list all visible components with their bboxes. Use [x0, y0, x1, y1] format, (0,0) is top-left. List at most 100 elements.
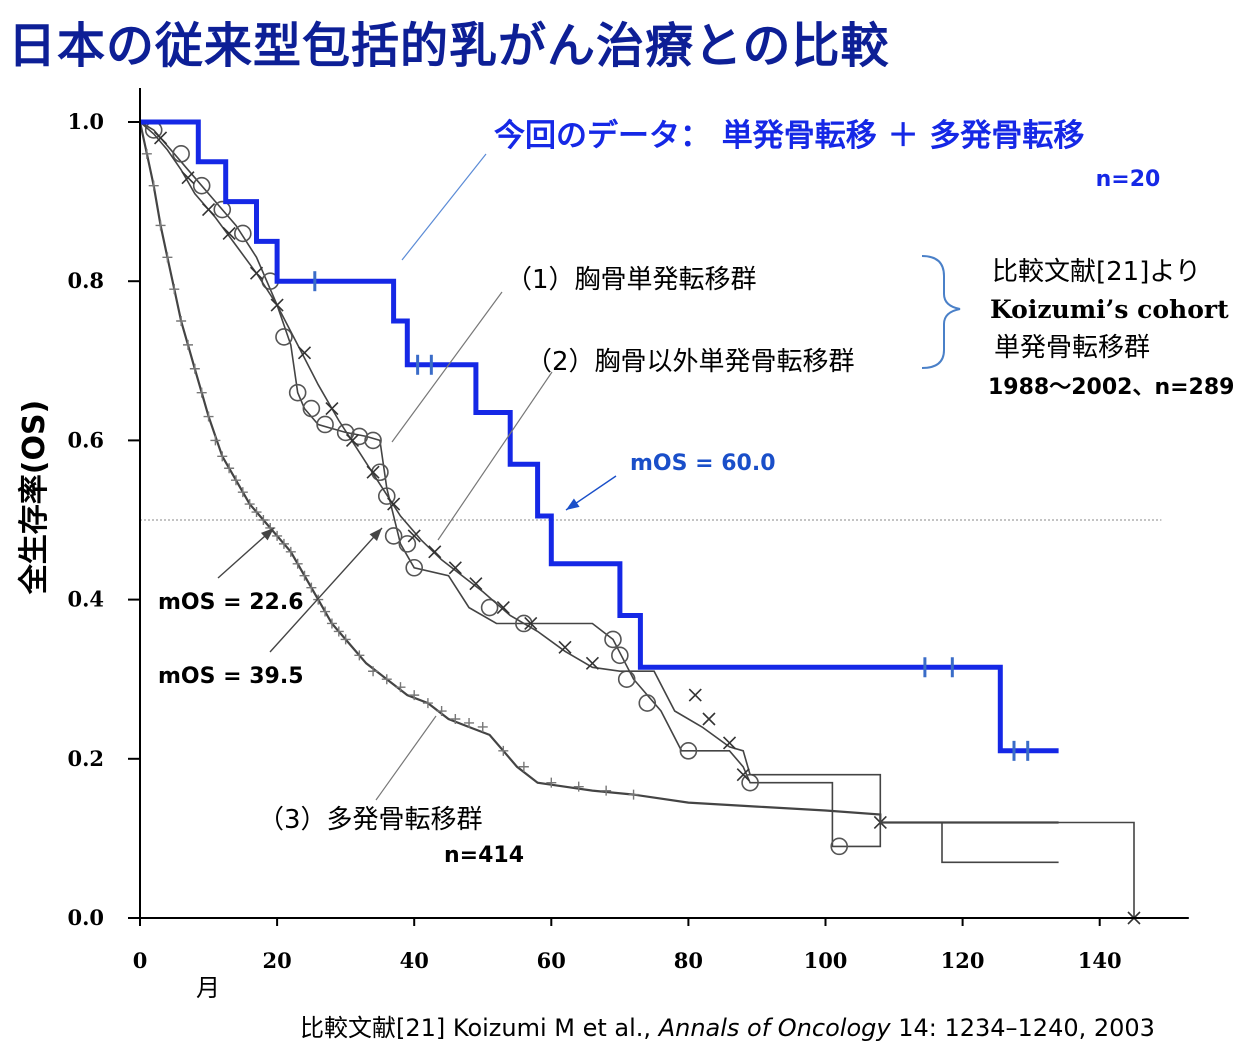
group2-label: （2）胸骨以外単発骨転移群 — [526, 347, 855, 377]
cross-marker — [153, 131, 168, 145]
current-data-n: n=20 — [1096, 167, 1161, 192]
x-tick-label: 100 — [804, 948, 848, 973]
circle-marker — [480, 598, 499, 617]
plus-marker — [237, 487, 248, 498]
cross-marker — [387, 497, 401, 511]
plus-marker — [464, 717, 475, 728]
circle-marker — [275, 328, 293, 346]
plus-marker — [244, 499, 255, 510]
plus-marker — [230, 475, 241, 486]
y-tick-label: 0.4 — [67, 587, 104, 612]
arrow-mos-current-head — [566, 498, 580, 510]
reference-prefix: 比較文献[21] — [300, 1014, 446, 1042]
circle-marker — [405, 558, 424, 577]
ref-note-line4: 1988～2002、n=289 — [988, 375, 1234, 400]
y-tick-label: 0.8 — [67, 268, 104, 293]
x-tick-label: 60 — [537, 948, 566, 973]
plus-marker — [155, 220, 166, 231]
y-tick-label: 0.6 — [67, 427, 104, 452]
plus-marker — [409, 690, 420, 701]
plus-marker — [518, 761, 529, 772]
cross-marker — [345, 433, 360, 447]
arrow-mos-current — [565, 475, 617, 511]
circle-marker — [398, 535, 417, 553]
cross-marker — [297, 346, 312, 360]
plus-marker — [450, 714, 461, 724]
circle-marker — [302, 399, 321, 418]
plus-marker — [189, 363, 200, 374]
plus-marker — [333, 626, 344, 637]
annotation-pointers — [217, 153, 961, 801]
bracket — [921, 255, 961, 369]
comparison-circles-line — [139, 121, 1059, 864]
cross-marker — [325, 401, 339, 416]
tick-labels: 0 20 40 60 80 100 120 140 0.0 0.2 0.4 0.6 0.8 1.0 — [67, 109, 1121, 973]
cross-marker — [407, 529, 421, 543]
circle-marker — [336, 423, 355, 442]
x-tick-label: 0 — [133, 948, 148, 973]
mos-multiple-label: mOS = 22.6 — [158, 590, 304, 615]
ref-note-line3: 単発骨転移群 — [994, 333, 1150, 363]
mos-solitary-label: mOS = 39.5 — [158, 664, 304, 689]
ref-note-line2: Koizumi’s cohort — [990, 295, 1229, 324]
pointer-group3 — [375, 715, 437, 801]
arrow-mos-solitary — [269, 527, 383, 653]
mos-current-label: mOS = 60.0 — [630, 451, 776, 476]
circle-marker — [316, 415, 334, 434]
x-tick-label: 20 — [262, 948, 291, 973]
cross-marker — [428, 545, 442, 559]
cross-marker — [201, 202, 216, 217]
current-series-line — [140, 119, 1059, 754]
cross-marker — [366, 465, 380, 479]
circle-marker — [350, 427, 369, 446]
circle-marker — [371, 463, 389, 482]
pointer-current-data — [401, 153, 487, 261]
plus-marker — [381, 674, 392, 685]
plus-marker — [292, 558, 303, 569]
arrow-mos-solitary-head — [369, 528, 382, 541]
group1-label: （1）胸骨単発転移群 — [506, 265, 757, 295]
reference-journal: Annals of Oncology — [658, 1014, 891, 1042]
cross-marker — [496, 600, 510, 615]
cross-marker — [222, 226, 236, 241]
plus-marker — [210, 435, 221, 446]
comparison-plus-line — [138, 121, 1059, 824]
plus-marker — [251, 507, 262, 518]
circle-marker — [172, 145, 190, 163]
circle-marker — [384, 527, 403, 545]
arrow-mos-multiple-head — [260, 528, 274, 541]
reference-authors: Koizumi M et al., — [452, 1014, 659, 1042]
plus-marker — [436, 706, 447, 717]
cross-marker — [585, 656, 599, 670]
plus-marker — [498, 745, 509, 756]
plus-marker — [141, 148, 152, 159]
cross-marker — [249, 266, 264, 280]
circle-marker — [638, 694, 657, 712]
pointer-group2 — [437, 371, 553, 541]
series-group — [138, 119, 1141, 925]
plus-marker — [285, 546, 296, 557]
x-tick-label: 120 — [941, 948, 985, 973]
circle-marker — [213, 200, 232, 219]
plus-marker — [162, 252, 173, 263]
axes — [128, 88, 1189, 926]
x-tick-label: 80 — [674, 948, 703, 973]
cross-marker — [722, 736, 737, 750]
plus-marker — [573, 781, 584, 792]
reference-details: 14: 1234–1240, 2003 — [890, 1014, 1155, 1042]
circle-marker — [830, 837, 849, 856]
plus-marker — [258, 515, 269, 525]
plus-marker — [169, 284, 180, 295]
plus-marker — [368, 666, 379, 677]
page-title: 日本の従来型包括的乳がん治療との比較 — [8, 18, 890, 74]
cross-marker — [524, 616, 538, 631]
reference-citation: 比較文献[21] Koizumi M et al., Annals of Onc… — [300, 1008, 1155, 1043]
group3-label: （3）多発骨転移群 — [258, 805, 483, 835]
plus-marker — [326, 618, 337, 629]
plus-marker — [395, 682, 406, 693]
plus-marker — [203, 411, 214, 422]
y-tick-label: 1.0 — [67, 109, 104, 134]
cross-marker — [448, 561, 462, 575]
